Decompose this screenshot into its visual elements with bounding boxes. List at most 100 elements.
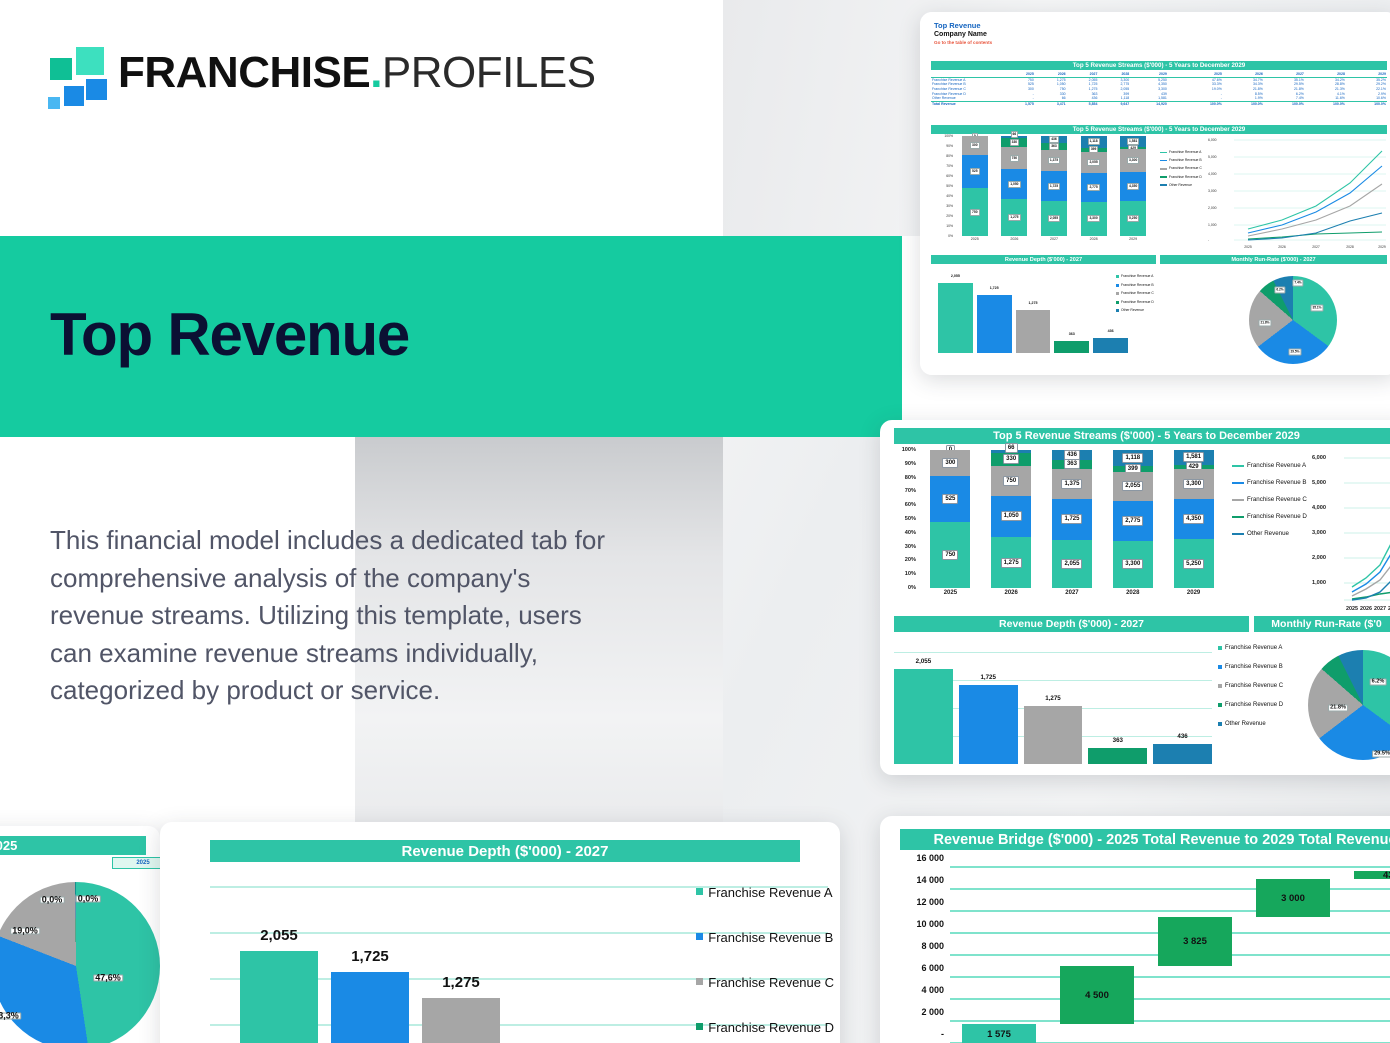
revenue-table: 2025 2026 2027 2028 2029 2025 2026 2027 … bbox=[931, 72, 1387, 107]
table-row: Franchise Revenue A 750 1,275 2,055 3,30… bbox=[932, 77, 1386, 82]
spreadsheet-surface: Top Revenue Company Name Go to the table… bbox=[920, 12, 1390, 375]
legend-item: Franchise Revenue C bbox=[1218, 682, 1283, 690]
mid-depth-title: Revenue Depth ($'000) - 2027 bbox=[894, 616, 1249, 632]
sheet-table-title: Top 5 Revenue Streams ($'000) - 5 Years … bbox=[931, 61, 1387, 70]
table-row: Franchise Revenue C 300 750 1,275 2,055 … bbox=[932, 87, 1386, 92]
mini-x-axis: 2025 2026 2027 2028 2029 bbox=[970, 237, 1138, 241]
logo-square-blue-small bbox=[48, 97, 60, 109]
mini-bar-2025: 0 300 525 750 bbox=[961, 132, 988, 236]
bridge-col-a: 4 500 bbox=[1048, 861, 1146, 1043]
page-title: Top Revenue bbox=[50, 301, 410, 368]
sheet-company-name: Company Name bbox=[934, 31, 987, 38]
mini-plot-area: 0 300 525 750 66 330 750 1,050 1,275 436… bbox=[955, 131, 1153, 236]
mini-pie-chart: 35.1% 29.5% 21.8% 6.2% 7.4% bbox=[1165, 270, 1387, 370]
stacked-bar-2029: 1,581 429 3,300 4,350 5,250 bbox=[1173, 450, 1214, 588]
background-left-white bbox=[0, 0, 723, 236]
depth-bar-a: 2,055 bbox=[894, 658, 953, 764]
legend-item: Franchise Revenue A bbox=[1116, 274, 1154, 279]
background-mid-grey bbox=[355, 437, 723, 839]
mid-runrate-title: Monthly Run-Rate ($'0 bbox=[1254, 616, 1390, 632]
legend-item: Franchise Revenue A bbox=[1160, 150, 1202, 155]
stack-x-axis: 2025 2026 2027 2028 2029 bbox=[943, 590, 1201, 596]
bridge-col-start: 1 575 bbox=[950, 861, 1048, 1043]
pie-disc bbox=[0, 882, 160, 1043]
mini-line-svg bbox=[1234, 139, 1386, 241]
brand-logo: FRANCHISE.PROFILES bbox=[45, 40, 596, 109]
legend-item: Franchise Revenue D bbox=[696, 1019, 834, 1036]
logo-squares-icon bbox=[45, 45, 107, 109]
legend-item: Other Revenue bbox=[1116, 308, 1154, 313]
mini-depth-plot: 2,055 1,725 1,275 363 436 bbox=[938, 274, 1128, 353]
legend-item: Franchise Revenue D bbox=[1116, 300, 1154, 305]
bridge-col-c: 3 000 bbox=[1244, 861, 1342, 1043]
hero-band bbox=[0, 236, 902, 437]
legend-item: Franchise Revenue C bbox=[1232, 496, 1307, 504]
legend-item: Franchise Revenue C bbox=[1116, 291, 1154, 296]
table-total-row: Total Revenue 1,575 3,471 5,854 9,647 14… bbox=[931, 100, 1387, 107]
legend-item: Franchise Revenue C bbox=[696, 974, 834, 991]
mini-stacked-bar-chart: 100% 90% 80% 70% 60% 50% 40% 30% 20% 10%… bbox=[938, 131, 1153, 248]
table-row: Other Revenue - 66 436 1,118 1,581 - 1.9… bbox=[932, 96, 1386, 101]
logo-word-profiles: PROFILES bbox=[381, 48, 596, 97]
depth-bar-other: 436 bbox=[1093, 329, 1128, 353]
revenue-bridge-card[interactable]: Revenue Bridge ($'000) - 2025 Total Reve… bbox=[880, 816, 1390, 1043]
sheet-header: Top Revenue Company Name Go to the table… bbox=[934, 21, 992, 46]
legend-item: Franchise Revenue B bbox=[696, 929, 834, 946]
revenue-depth-plot: 2,055 1,725 1,275 bbox=[210, 886, 828, 1043]
logo-square-blue-right bbox=[86, 79, 107, 100]
logo-square-teal-dark bbox=[50, 58, 72, 80]
legend-item: Franchise Revenue A bbox=[1218, 644, 1283, 652]
bridge-col-b: 3 825 bbox=[1146, 861, 1244, 1043]
intro-paragraph: This financial model includes a dedicate… bbox=[50, 525, 605, 705]
charts-screenshot-card[interactable]: Top 5 Revenue Streams ($'000) - 5 Years … bbox=[880, 420, 1390, 775]
revenue-depth-card[interactable]: Revenue Depth ($'000) - 2027 2,055 1,725… bbox=[160, 822, 840, 1043]
bridge-columns: 1 575 4 500 3 825 3 000 439 bbox=[950, 861, 1390, 1043]
depth-bar-chart: 2,055 1,725 1,275 363 436 bbox=[894, 638, 1212, 768]
sheet-title: Top Revenue bbox=[934, 21, 981, 30]
depth-bar-d: 363 bbox=[1054, 332, 1090, 353]
sheet-toc-link[interactable]: Go to the table of contents bbox=[934, 40, 993, 45]
mini-bar-2029: 1,581 429 3,300 4,350 5,250 bbox=[1120, 136, 1147, 236]
stacked-bar-2028: 1,118 399 2,055 2,775 3,300 bbox=[1112, 450, 1153, 588]
revenue-depth-bars: 2,055 1,725 1,275 bbox=[240, 886, 688, 1043]
depth-bar-c: 1,275 bbox=[1015, 301, 1051, 353]
table-row: Franchise Revenue B 525 1,050 1,725 2,77… bbox=[932, 82, 1386, 87]
mid-pie-chart: 7.4% 6.2% 21.8% 29.5% bbox=[1290, 642, 1390, 772]
stacked-chart-legend: Franchise Revenue A Franchise Revenue B … bbox=[1232, 462, 1307, 547]
mini-stacked-legend: Franchise Revenue A Franchise Revenue B … bbox=[1160, 150, 1202, 191]
depth-bar-b: 1,725 bbox=[331, 948, 409, 1043]
depth-bar-b: 1,725 bbox=[976, 286, 1012, 353]
mini-bar-2026: 66 330 750 1,050 1,275 bbox=[1001, 131, 1028, 236]
run-rate-pie-title: y Run-Rate ($'000) - 2025 bbox=[0, 836, 146, 855]
depth-plot-area: 2,055 1,725 1,275 363 436 bbox=[894, 654, 1212, 764]
stacked-bar-2027: 436 363 1,375 1,725 2,055 bbox=[1051, 450, 1092, 588]
depth-bar-d: 363 bbox=[1088, 737, 1148, 764]
legend-item: Franchise Revenue B bbox=[1232, 479, 1307, 487]
pie-year-badge: 2025 bbox=[112, 857, 160, 869]
stack-plot-area: 0 300 525 750 66 330 750 1,050 1,275 436… bbox=[920, 443, 1224, 588]
table-row: Franchise Revenue D - 330 363 399 439 - … bbox=[932, 91, 1386, 96]
logo-wordmark: FRANCHISE.PROFILES bbox=[118, 46, 596, 100]
logo-square-teal-light bbox=[76, 47, 104, 75]
legend-item: Other Revenue bbox=[1232, 530, 1307, 538]
legend-item: Other Revenue bbox=[1218, 720, 1283, 728]
sheet-chart-title: Top 5 Revenue Streams ($'000) - 5 Years … bbox=[931, 125, 1387, 134]
legend-item: Franchise Revenue B bbox=[1160, 158, 1202, 163]
revenue-depth-legend: Franchise Revenue A Franchise Revenue B … bbox=[696, 884, 834, 1043]
run-rate-pie-card[interactable]: y Run-Rate ($'000) - 2025 2025 47,6% 33,… bbox=[0, 826, 160, 1043]
depth-bar-b: 1,725 bbox=[958, 674, 1018, 764]
spreadsheet-screenshot-card[interactable]: Top Revenue Company Name Go to the table… bbox=[920, 12, 1390, 375]
stacked-bar-2026: 66 330 750 1,050 1,275 bbox=[991, 443, 1032, 588]
logo-word-franchise: FRANCHISE bbox=[118, 48, 371, 97]
depth-bar-c: 1,275 bbox=[1023, 695, 1083, 764]
sheet-depth-title: Revenue Depth ($'000) - 2027 bbox=[931, 255, 1156, 264]
legend-item: Franchise Revenue A bbox=[696, 884, 834, 901]
stack-y-axis: 100% 90% 80% 70% 60% 50% 40% 30% 20% 10%… bbox=[901, 447, 916, 591]
depth-bar-c: 1,275 bbox=[422, 974, 500, 1043]
revenue-depth-title: Revenue Depth ($'000) - 2027 bbox=[210, 840, 800, 862]
mini-y-axis: 100% 90% 80% 70% 60% 50% 40% 30% 20% 10%… bbox=[944, 134, 953, 238]
legend-item: Franchise Revenue B bbox=[1116, 283, 1154, 288]
mini-depth-legend: Franchise Revenue A Franchise Revenue B … bbox=[1116, 274, 1154, 317]
depth-bar-a: 2,055 bbox=[938, 274, 973, 353]
mid-streams-title: Top 5 Revenue Streams ($'000) - 5 Years … bbox=[894, 428, 1390, 444]
